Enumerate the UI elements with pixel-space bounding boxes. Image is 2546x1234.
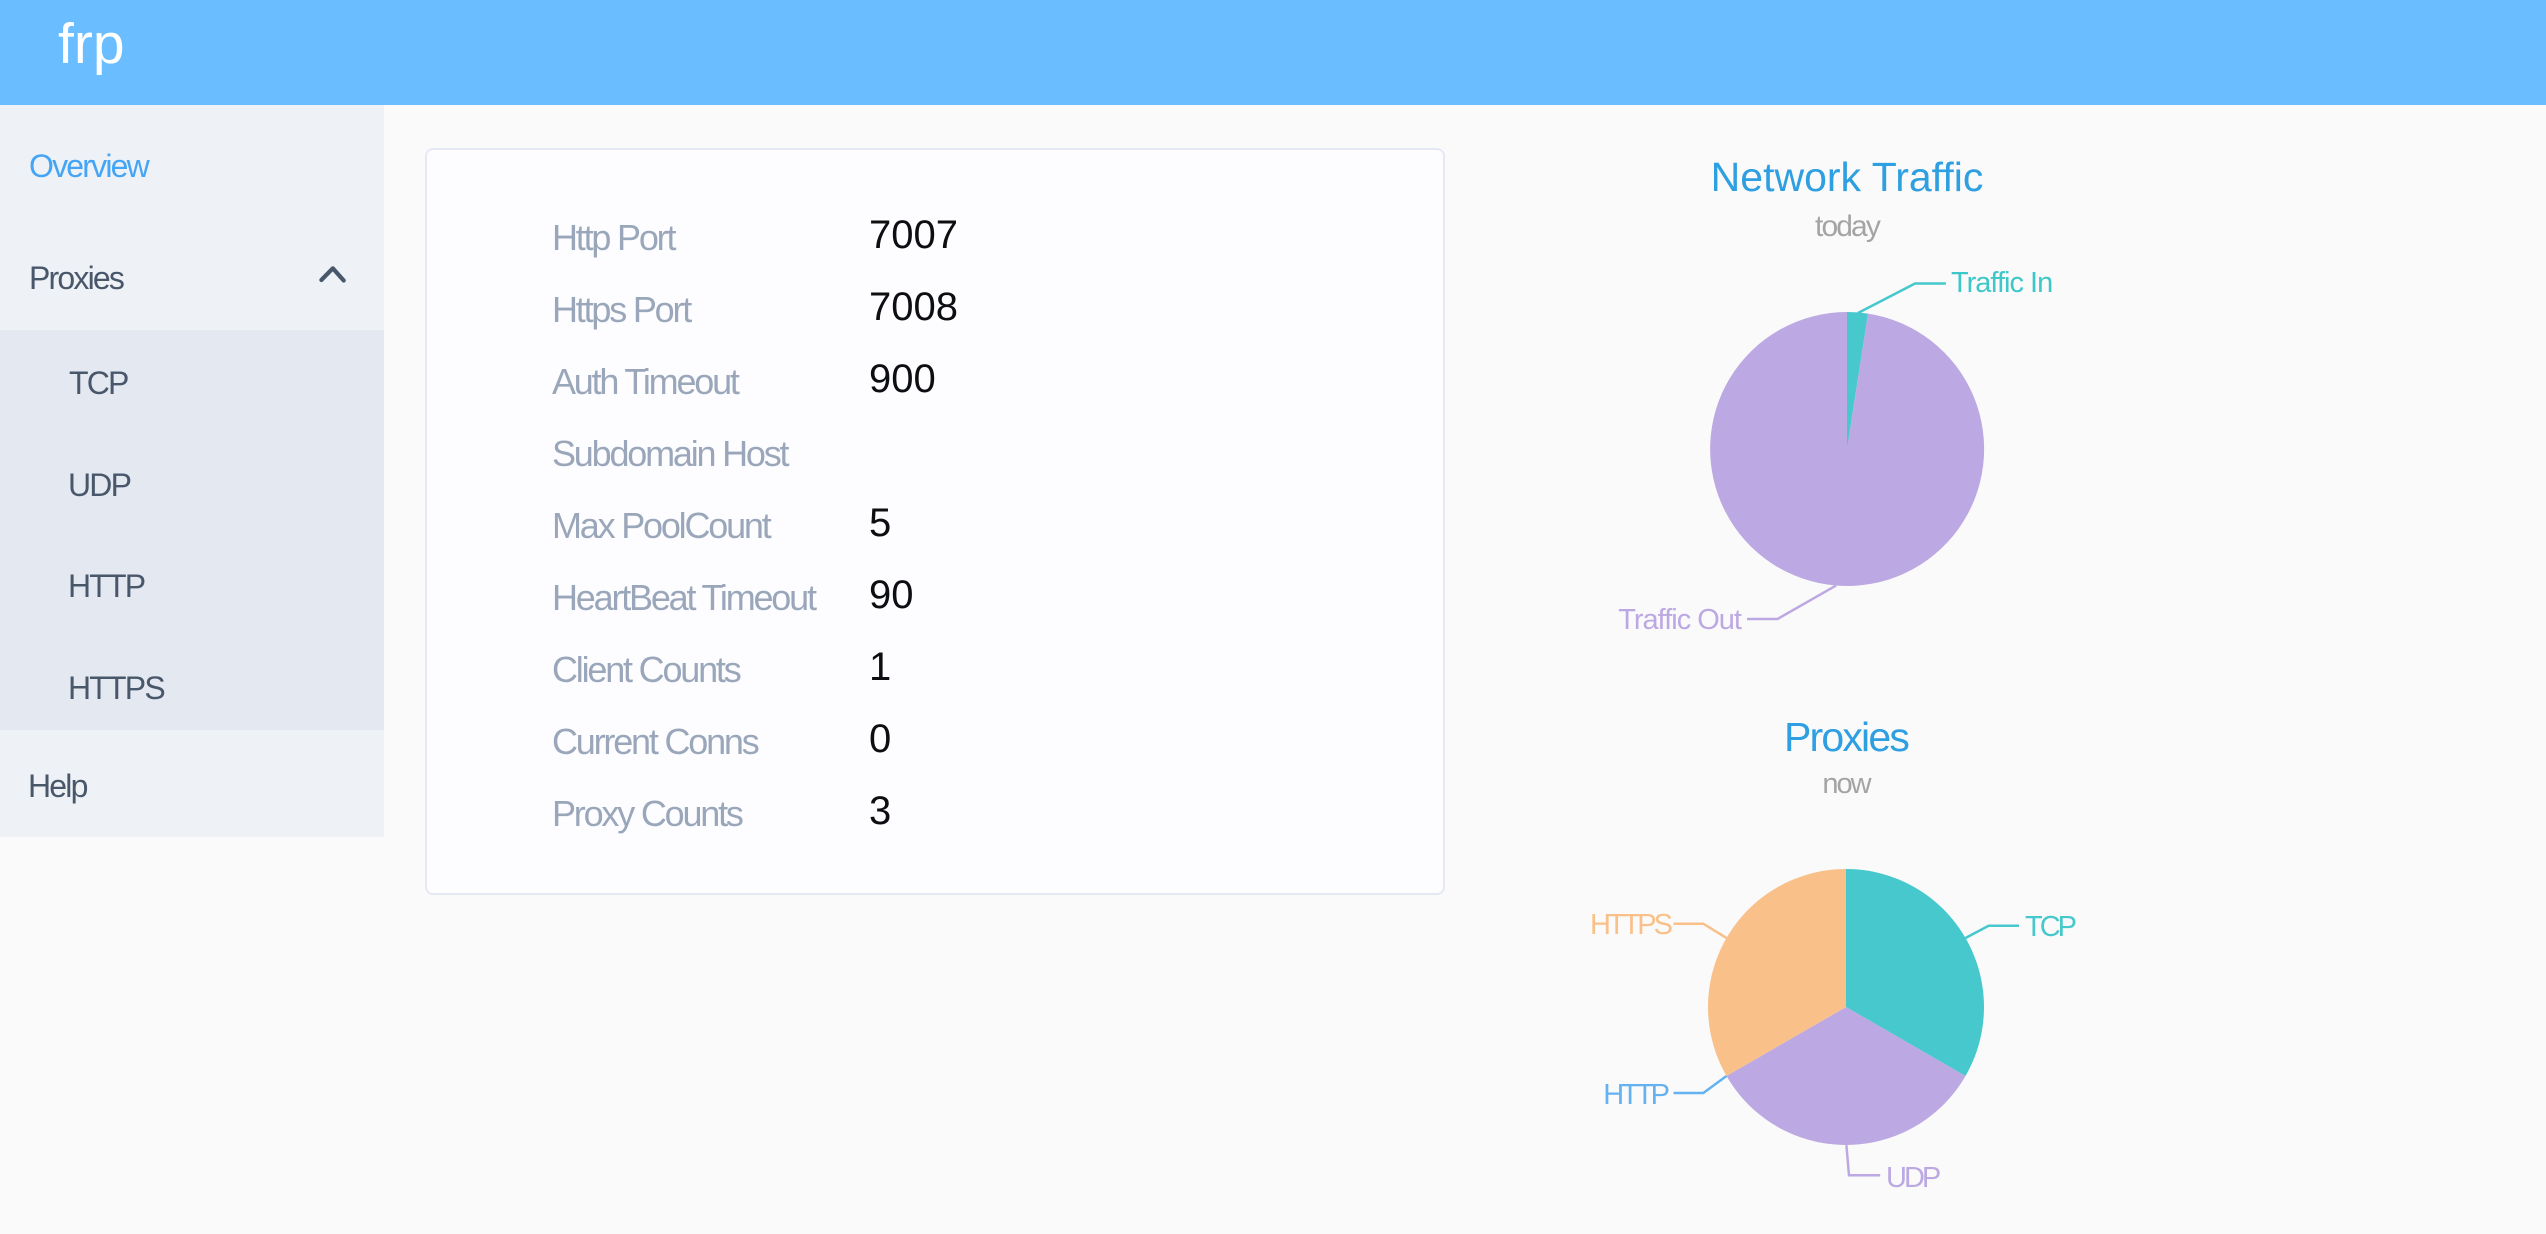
- svg-text:TCP: TCP: [2025, 911, 2076, 943]
- svg-text:today: today: [1815, 210, 1881, 243]
- svg-text:HTTPS: HTTPS: [1590, 909, 1673, 941]
- svg-text:Traffic Out: Traffic Out: [1618, 604, 1742, 636]
- svg-text:now: now: [1822, 768, 1872, 800]
- svg-text:Proxies: Proxies: [1784, 714, 1909, 760]
- svg-text:UDP: UDP: [1886, 1162, 1940, 1194]
- svg-text:Network Traffic: Network Traffic: [1711, 154, 1984, 200]
- svg-text:HTTP: HTTP: [1603, 1079, 1668, 1111]
- svg-text:Traffic In: Traffic In: [1951, 267, 2052, 299]
